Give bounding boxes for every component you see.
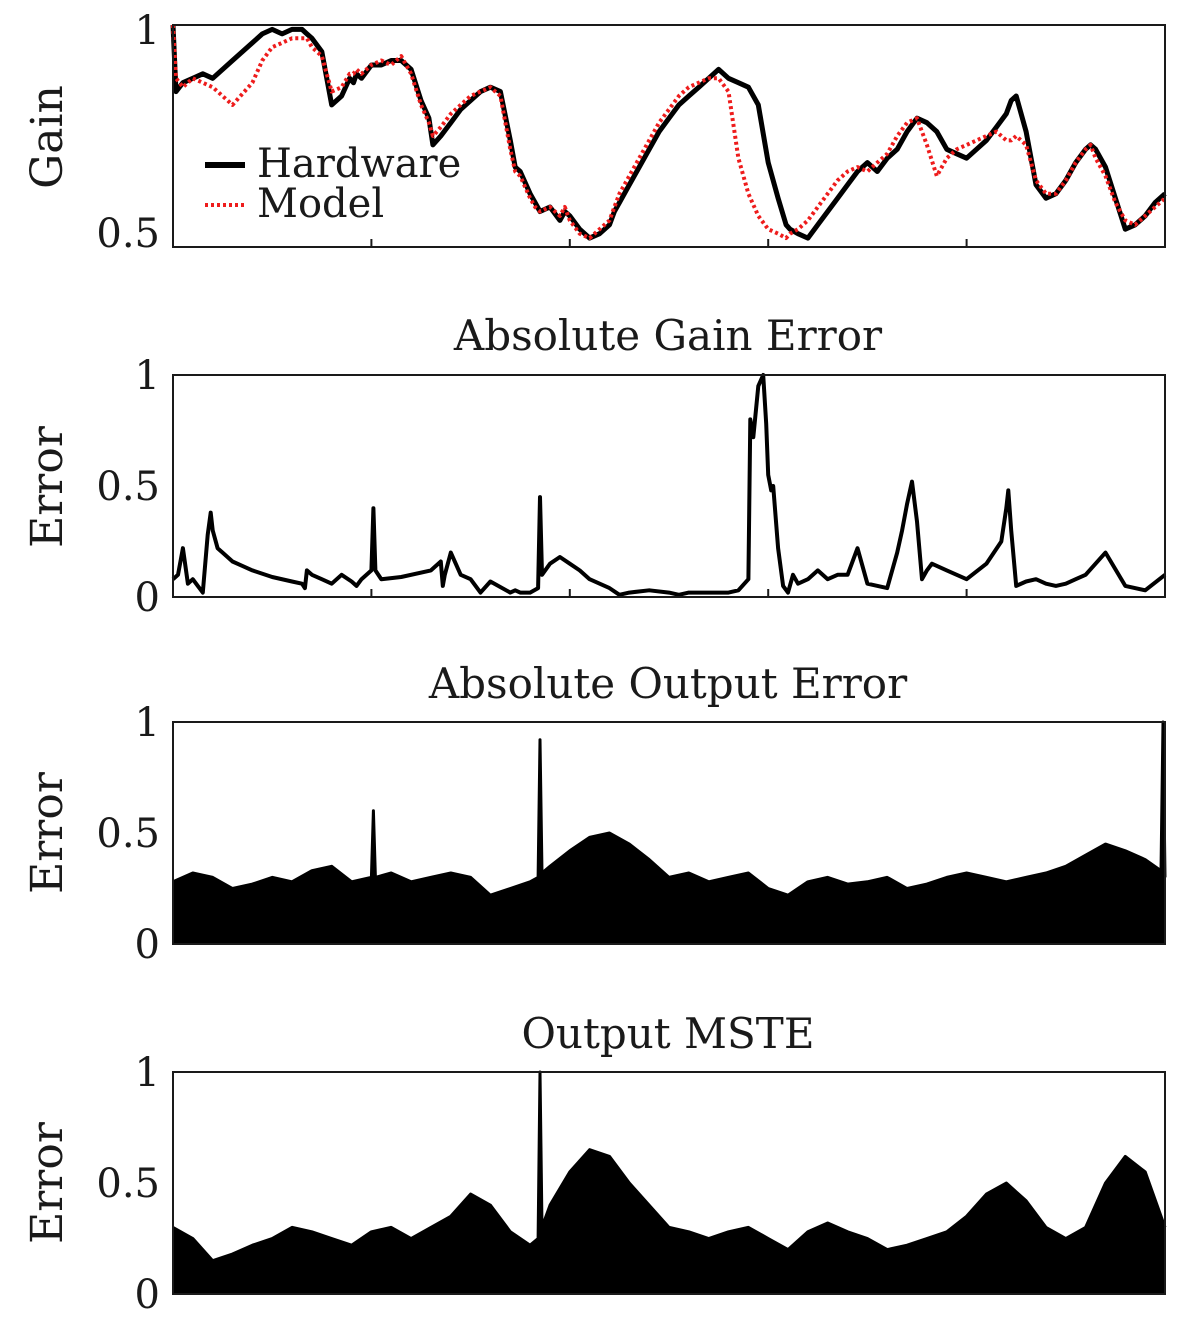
- legend-label-model: Model: [257, 181, 384, 227]
- panel-output-mste-title: Output MSTE: [522, 1009, 815, 1058]
- panel-absolute-output-error-axes-frame: [172, 721, 1166, 945]
- panel-output-mste: Output MSTE Error 0 0.5 1: [22, 1009, 1167, 1318]
- panel-gain-axes-frame: [172, 24, 1166, 248]
- panel-output-mste-ytick-label: 0.5: [96, 1161, 160, 1207]
- panel-output-mste-ytick-label: 1: [135, 1050, 160, 1096]
- series-line-3: [172, 720, 1167, 897]
- series-area-4: [173, 1072, 1165, 1294]
- panel-gain-ytick-label: 0.5: [96, 211, 160, 257]
- panel-absolute-output-error-ytick-label: 0: [135, 922, 160, 968]
- panel-absolute-gain-error-ytick-label: 0.5: [96, 464, 160, 510]
- panel-absolute-gain-error-ytick-label: 0: [135, 575, 160, 621]
- panel-absolute-output-error: Absolute Output Error Error 0 0.5 1: [22, 659, 1167, 968]
- panel-absolute-output-error-plot-area: [172, 720, 1167, 944]
- series-line-model: [171, 24, 1167, 241]
- series-area-3: [173, 722, 1165, 944]
- panel-absolute-output-error-title: Absolute Output Error: [428, 659, 908, 708]
- panel-output-mste-axes-frame: [172, 1071, 1166, 1295]
- panel-gain-ylabel: Gain: [22, 85, 73, 189]
- panel-absolute-output-error-ytick-label: 0.5: [96, 811, 160, 857]
- panel-absolute-gain-error-plot-area: [171, 373, 1167, 597]
- panel-absolute-gain-error: Absolute Gain Error Error 0 0.5 1: [22, 311, 1167, 621]
- panel-absolute-output-error-ytick-label: 1: [135, 700, 160, 746]
- legend: Hardware Model: [205, 141, 461, 227]
- panel-absolute-gain-error-ylabel: Error: [22, 425, 73, 548]
- series-line-2: [171, 373, 1167, 597]
- panel-absolute-output-error-ylabel: Error: [22, 771, 73, 894]
- panel-absolute-gain-error-title: Absolute Gain Error: [453, 311, 883, 360]
- panel-absolute-gain-error-axes-frame: [172, 374, 1166, 598]
- series-line-hardware: [170, 24, 1167, 241]
- legend-label-hardware: Hardware: [257, 141, 461, 187]
- panel-gain: Gain 0.5 1 Hardware Model: [22, 8, 1167, 257]
- panel-output-mste-plot-area: [172, 1070, 1167, 1294]
- panel-output-mste-ytick-label: 0: [135, 1272, 160, 1318]
- panel-absolute-gain-error-ytick-label: 1: [135, 353, 160, 399]
- panel-output-mste-ylabel: Error: [22, 1121, 73, 1244]
- panel-gain-ytick-label: 1: [135, 8, 160, 54]
- series-line-4: [172, 1070, 1167, 1263]
